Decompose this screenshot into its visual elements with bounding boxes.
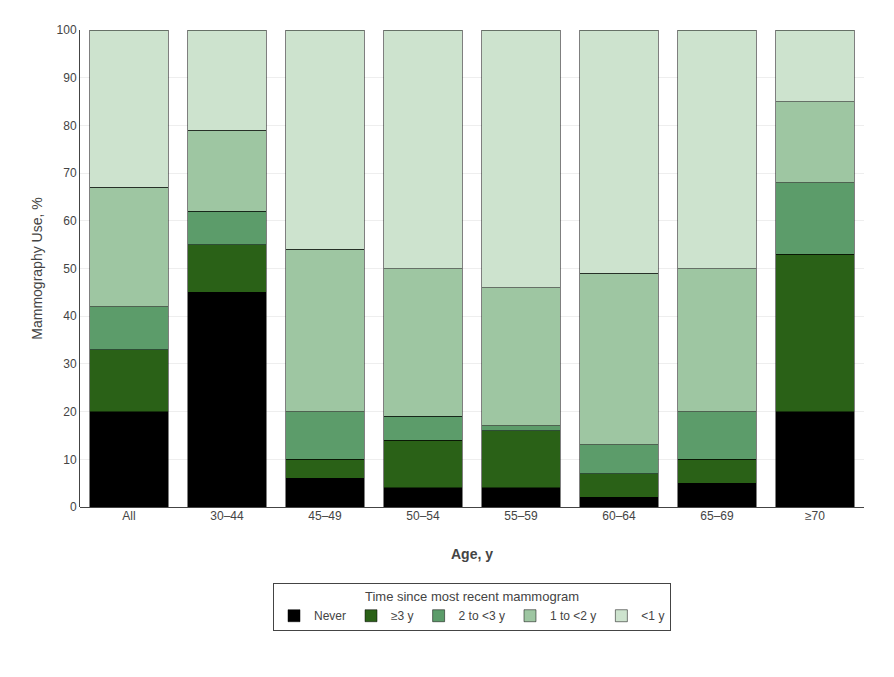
svg-text:0: 0 xyxy=(70,500,77,514)
svg-text:80: 80 xyxy=(63,119,77,133)
svg-text:10: 10 xyxy=(63,453,77,467)
svg-text:45–49: 45–49 xyxy=(308,509,342,523)
svg-text:30–44: 30–44 xyxy=(210,509,244,523)
svg-text:All: All xyxy=(122,509,135,523)
svg-text:1 to <2 y: 1 to <2 y xyxy=(550,609,596,623)
svg-text:20: 20 xyxy=(63,405,77,419)
svg-text:2 to <3 y: 2 to <3 y xyxy=(459,609,505,623)
svg-text:Age, y: Age, y xyxy=(451,546,493,562)
svg-text:50: 50 xyxy=(63,262,77,276)
svg-text:≥3 y: ≥3 y xyxy=(391,609,414,623)
svg-text:100: 100 xyxy=(57,23,77,37)
svg-text:65–69: 65–69 xyxy=(700,509,734,523)
svg-text:≥70: ≥70 xyxy=(805,509,825,523)
svg-text:70: 70 xyxy=(63,166,77,180)
svg-text:<1 y: <1 y xyxy=(641,609,664,623)
svg-text:50–54: 50–54 xyxy=(406,509,440,523)
svg-text:60: 60 xyxy=(63,214,77,228)
svg-text:Time since most recent mammogr: Time since most recent mammogram xyxy=(365,589,579,604)
svg-text:Mammography Use, %: Mammography Use, % xyxy=(29,197,45,339)
svg-text:40: 40 xyxy=(63,309,77,323)
svg-text:Never: Never xyxy=(314,609,346,623)
svg-text:30: 30 xyxy=(63,357,77,371)
svg-text:55–59: 55–59 xyxy=(504,509,538,523)
svg-text:90: 90 xyxy=(63,71,77,85)
svg-text:60–64: 60–64 xyxy=(602,509,636,523)
